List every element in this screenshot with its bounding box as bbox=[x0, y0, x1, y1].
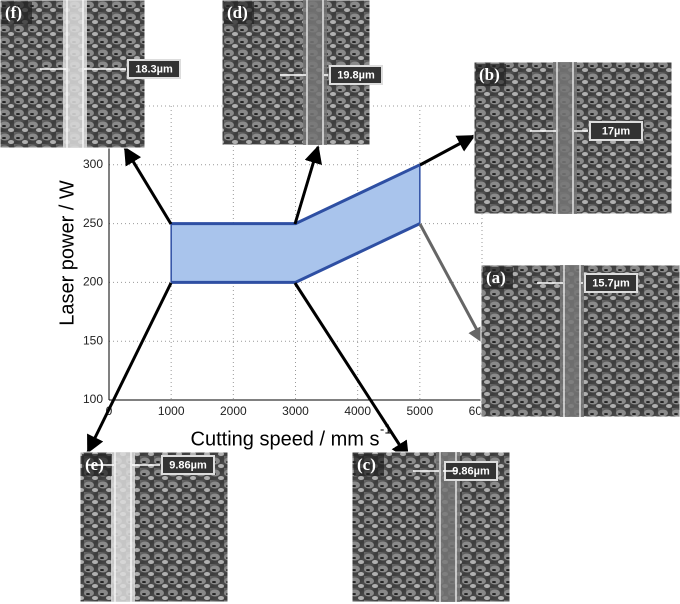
x-axis-label: Cutting speed / mm s bbox=[191, 428, 380, 450]
measurement-box bbox=[329, 65, 383, 85]
measurement: 9.86µm bbox=[169, 459, 207, 471]
arrows bbox=[86, 134, 486, 460]
arrow bbox=[293, 145, 322, 225]
y-tick-label: 150 bbox=[83, 333, 103, 347]
measurement-box bbox=[589, 121, 643, 141]
label-bg bbox=[354, 454, 384, 476]
measurement: 19.8µm bbox=[337, 69, 375, 81]
measurement-box bbox=[584, 273, 638, 293]
inset-label: (b) bbox=[479, 65, 500, 84]
x-tick-label: 4000 bbox=[344, 404, 371, 418]
label-bg bbox=[483, 267, 513, 289]
band-edge bbox=[171, 222, 421, 284]
sem-image bbox=[79, 451, 229, 603]
measurement: 17µm bbox=[602, 125, 631, 137]
x-axis-label-sup: -1 bbox=[380, 421, 392, 436]
y-tick-label: 300 bbox=[83, 157, 103, 171]
measurement: 18.3µm bbox=[135, 63, 173, 75]
arrow bbox=[123, 146, 173, 225]
label-bg bbox=[2, 2, 32, 24]
inset-label: (d) bbox=[227, 3, 248, 22]
arrow bbox=[293, 282, 410, 460]
measurement: 15.7µm bbox=[592, 277, 630, 289]
inset-label: (c) bbox=[357, 455, 376, 474]
x-tick-label: 1000 bbox=[158, 404, 185, 418]
label-bg bbox=[224, 2, 254, 24]
label-bg bbox=[476, 64, 506, 86]
measurement-box bbox=[127, 59, 181, 79]
x-tick-label: 2000 bbox=[220, 404, 247, 418]
arrow bbox=[419, 134, 476, 167]
x-tick-label: 3000 bbox=[282, 404, 309, 418]
y-tick-label: 200 bbox=[83, 275, 103, 289]
inset-label: (a) bbox=[486, 268, 506, 287]
y-axis-label: Laser power / W bbox=[56, 180, 78, 326]
y-tick-label: 250 bbox=[83, 216, 103, 230]
measurement: 9.86µm bbox=[452, 465, 490, 477]
x-tick-label: 5000 bbox=[406, 404, 433, 418]
plot: 0100020003000400050006000100150200250300 bbox=[83, 105, 496, 418]
arrow bbox=[86, 282, 173, 454]
arrow bbox=[418, 223, 486, 345]
y-tick-label: 100 bbox=[83, 392, 103, 406]
inset-label: (f) bbox=[5, 3, 22, 22]
measurement-box bbox=[161, 455, 215, 475]
